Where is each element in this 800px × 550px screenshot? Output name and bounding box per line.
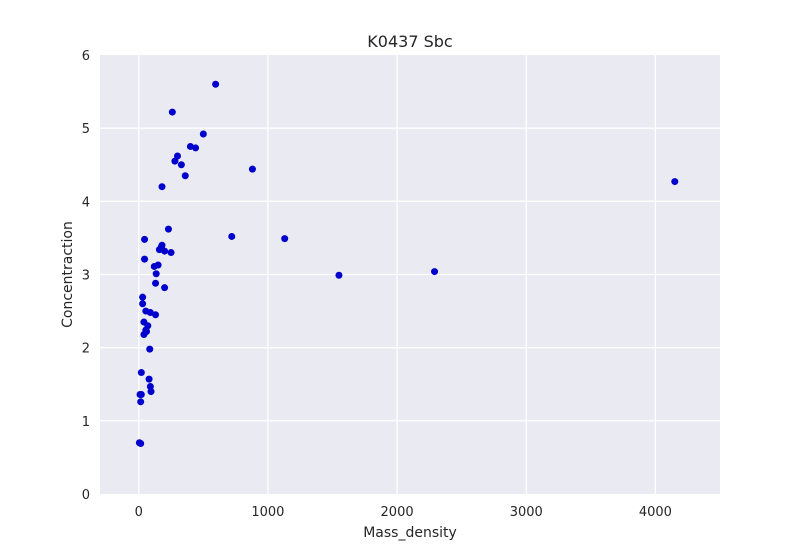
data-point	[248, 165, 256, 173]
y-tick-label: 3	[82, 269, 90, 284]
data-point	[431, 268, 439, 276]
data-point	[152, 311, 160, 319]
data-point	[671, 178, 679, 186]
data-point	[137, 440, 145, 448]
data-point	[161, 247, 169, 255]
y-tick-label: 0	[82, 488, 90, 503]
data-point	[168, 108, 176, 116]
data-point	[212, 80, 220, 88]
data-point	[161, 284, 169, 292]
data-point	[140, 330, 148, 338]
y-tick-label: 4	[82, 195, 90, 210]
y-tick-label: 1	[82, 415, 90, 430]
x-tick-label: 4000	[639, 505, 672, 520]
data-point	[142, 307, 150, 315]
data-point	[281, 235, 289, 243]
chart-title: K0437 Sbc	[367, 32, 452, 51]
data-point	[199, 130, 207, 138]
data-point	[147, 388, 155, 396]
y-tick-labels: 0 1 2 3 4 5 6	[82, 49, 90, 503]
data-point	[139, 293, 147, 301]
data-point	[335, 271, 343, 279]
data-point	[158, 183, 166, 191]
y-tick-label: 6	[82, 49, 90, 64]
x-tick-labels: 0 1000 2000 3000 4000	[135, 505, 672, 520]
data-point	[181, 172, 189, 180]
x-tick-label: 1000	[251, 505, 284, 520]
y-tick-label: 2	[82, 342, 90, 357]
data-point	[146, 345, 154, 353]
data-point	[171, 157, 179, 165]
data-point	[139, 300, 147, 308]
data-points	[135, 80, 679, 448]
data-point	[137, 398, 145, 406]
data-point	[137, 369, 145, 377]
data-point	[137, 390, 145, 398]
data-point	[145, 375, 153, 383]
x-tick-label: 3000	[510, 505, 543, 520]
x-axis-label: Mass_density	[363, 525, 457, 541]
data-point	[152, 270, 160, 278]
data-point	[192, 144, 200, 152]
data-point	[164, 225, 172, 233]
x-tick-label: 2000	[381, 505, 414, 520]
x-tick-label: 0	[135, 505, 143, 520]
y-tick-label: 5	[82, 122, 90, 137]
data-point	[177, 161, 185, 169]
data-point	[141, 255, 149, 263]
data-point	[146, 382, 154, 390]
data-point	[228, 232, 236, 240]
data-point	[167, 249, 175, 257]
grid-lines	[100, 55, 720, 494]
y-axis-label: Concentraction	[60, 221, 76, 328]
data-point	[152, 279, 160, 287]
data-point	[141, 235, 149, 243]
data-point	[154, 261, 162, 269]
